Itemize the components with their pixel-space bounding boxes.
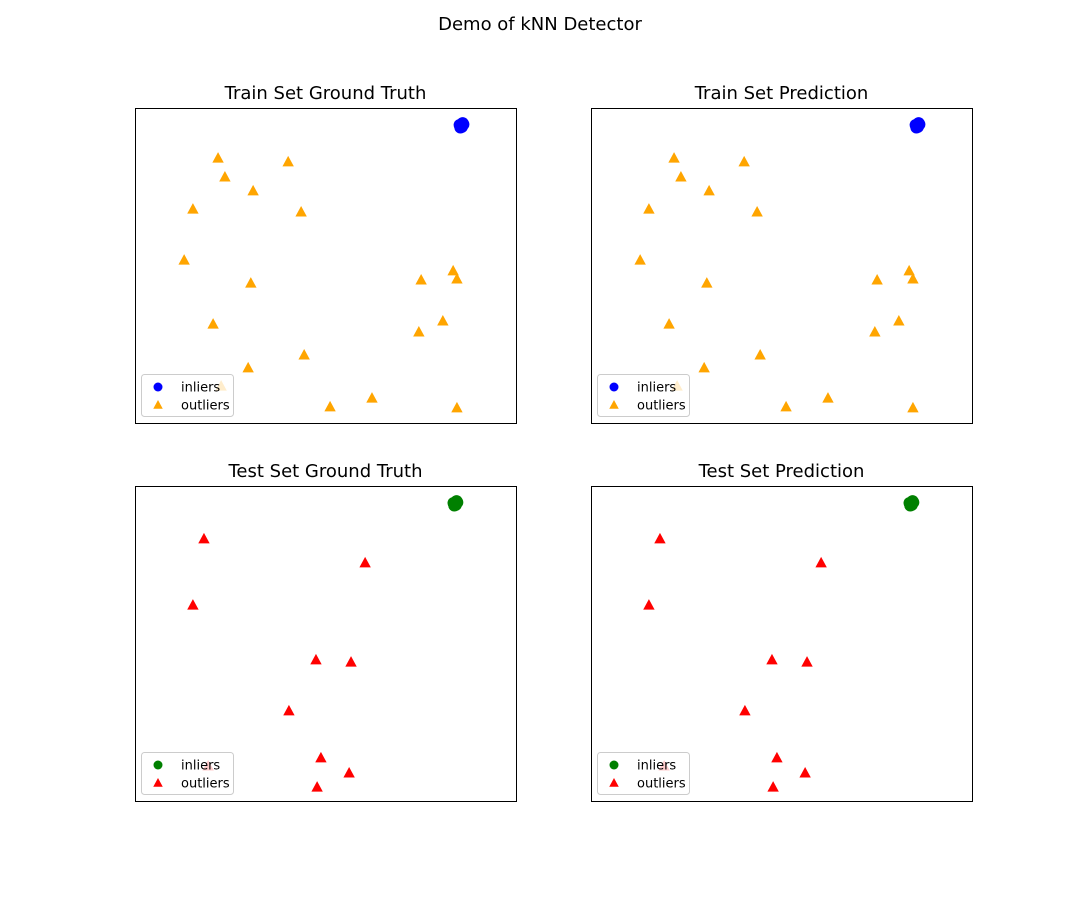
subplot-title-train-ground-truth: Train Set Ground Truth <box>224 83 427 104</box>
outlier-point <box>247 184 259 196</box>
legend: inliers outliers <box>141 752 234 795</box>
legend-inlier-marker <box>153 382 163 392</box>
subplot-title-test-prediction: Test Set Prediction <box>698 461 865 482</box>
outlier-point <box>893 314 905 326</box>
legend-frame <box>597 752 690 795</box>
subplot-title-train-prediction: Train Set Prediction <box>694 83 869 104</box>
legend-frame <box>597 374 690 417</box>
outlier-point <box>315 751 327 763</box>
axes-frame <box>135 486 517 802</box>
outlier-point <box>654 532 666 544</box>
outlier-point <box>343 766 355 778</box>
legend-label-outliers: outliers <box>637 777 686 792</box>
outlier-point <box>698 361 710 373</box>
outlier-point <box>663 318 675 329</box>
outlier-point <box>801 656 813 667</box>
outlier-point <box>187 599 199 610</box>
outlier-point <box>643 203 655 214</box>
outlier-point <box>413 325 425 337</box>
outlier-point <box>751 205 763 217</box>
outlier-point <box>780 400 792 412</box>
outlier-point <box>822 392 834 403</box>
outlier-point <box>198 532 210 544</box>
outlier-point <box>282 155 294 167</box>
legend-outlier-marker <box>609 400 619 409</box>
outlier-point <box>212 152 224 163</box>
outlier-point <box>907 401 919 413</box>
subplot-title-test-ground-truth: Test Set Ground Truth <box>228 461 423 482</box>
legend-label-inliers: inliers <box>181 759 220 774</box>
outlier-point <box>437 314 449 326</box>
outlier-point <box>283 704 295 716</box>
legend-inlier-marker <box>609 382 619 392</box>
outlier-point <box>754 348 766 360</box>
outlier-point <box>345 656 357 667</box>
legend-frame <box>141 752 234 795</box>
outlier-point <box>359 556 371 568</box>
legend-label-outliers: outliers <box>181 399 230 414</box>
inlier-point <box>455 119 468 132</box>
figure-title: Demo of kNN Detector <box>438 14 642 35</box>
axes-frame <box>591 486 973 802</box>
outlier-point <box>903 264 915 276</box>
legend-label-outliers: outliers <box>181 777 230 792</box>
outlier-point <box>771 751 783 763</box>
legend: inliers outliers <box>141 374 234 417</box>
outlier-point <box>324 400 336 412</box>
legend-label-inliers: inliers <box>181 381 220 396</box>
inlier-point <box>905 497 918 510</box>
outlier-point <box>298 348 310 360</box>
outlier-point <box>738 155 750 167</box>
outlier-point <box>701 277 713 288</box>
outlier-point <box>739 704 751 716</box>
outlier-point <box>310 653 322 665</box>
outlier-point <box>799 766 811 778</box>
legend-inlier-marker <box>153 760 163 770</box>
legend-outlier-marker <box>153 778 163 787</box>
subplot-3: inliers outliers <box>591 486 973 802</box>
legend-label-outliers: outliers <box>637 399 686 414</box>
legend-outlier-marker <box>153 400 163 409</box>
inlier-point <box>911 119 924 132</box>
outlier-point <box>767 781 779 792</box>
outlier-point <box>703 184 715 196</box>
legend: inliers outliers <box>597 752 690 795</box>
subplot-1: inliers outliers <box>591 108 973 424</box>
legend-label-inliers: inliers <box>637 759 676 774</box>
outlier-point <box>219 170 231 182</box>
outlier-point <box>871 273 883 285</box>
outlier-point <box>415 273 427 285</box>
outlier-point <box>451 401 463 413</box>
outlier-point <box>295 205 307 217</box>
outlier-point <box>869 325 881 337</box>
subplot-0: inliers outliers <box>135 108 517 424</box>
outlier-point <box>242 361 254 373</box>
outlier-point <box>366 392 378 403</box>
outlier-point <box>447 264 459 276</box>
legend-label-inliers: inliers <box>637 381 676 396</box>
outlier-point <box>187 203 199 214</box>
legend-frame <box>141 374 234 417</box>
outlier-point <box>815 556 827 568</box>
outlier-point <box>451 273 463 284</box>
outlier-point <box>675 170 687 182</box>
outlier-point <box>634 254 646 265</box>
outlier-point <box>178 254 190 265</box>
inlier-point <box>449 497 462 510</box>
outlier-point <box>766 653 778 665</box>
outlier-point <box>643 599 655 610</box>
outlier-point <box>668 152 680 163</box>
outlier-point <box>311 781 323 792</box>
outlier-point <box>207 318 219 329</box>
outlier-point <box>245 277 257 288</box>
legend-outlier-marker <box>609 778 619 787</box>
subplot-2: inliers outliers <box>135 486 517 802</box>
legend: inliers outliers <box>597 374 690 417</box>
legend-inlier-marker <box>609 760 619 770</box>
outlier-point <box>907 273 919 284</box>
